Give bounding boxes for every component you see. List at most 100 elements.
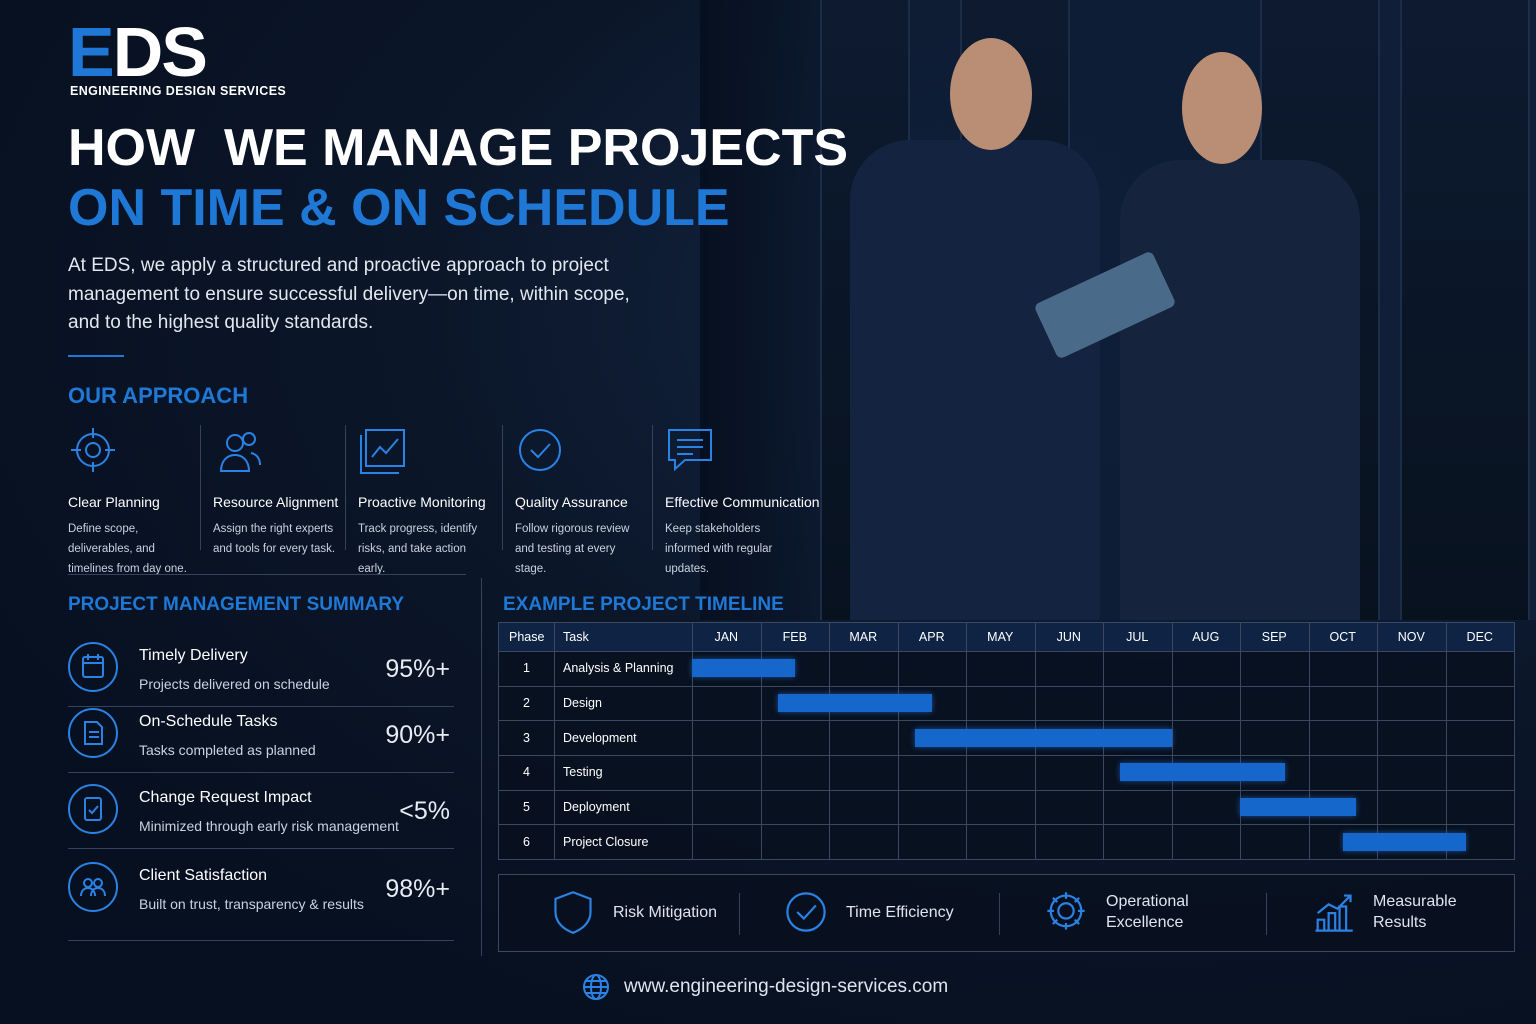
phase-number: 5 (523, 799, 530, 814)
globe-icon (583, 974, 609, 1000)
separator (68, 772, 454, 773)
gantt-bar (777, 694, 932, 712)
icon (68, 642, 118, 692)
grid-line (499, 755, 1514, 756)
task-name: Project Closure (563, 834, 649, 849)
month-label: OCT (1329, 630, 1356, 644)
grid-line (554, 623, 555, 859)
separator (200, 425, 201, 550)
icon (71, 428, 115, 472)
benefit-item: Measurable Results (1311, 889, 1503, 935)
separator (481, 578, 482, 956)
subtitle: ON TIME & ON SCHEDULE (68, 179, 730, 237)
month-label: FEB (782, 630, 807, 644)
grid-line (499, 789, 1514, 791)
header-bg (499, 623, 1514, 651)
section-heading: EXAMPLE PROJECT TIMELINE (503, 594, 784, 615)
benefits-bar: Risk Mitigation Time Efficiency Operationa… (498, 874, 1515, 952)
icon (519, 429, 561, 471)
separator (652, 425, 653, 550)
icon (554, 891, 592, 934)
summary-title: Timely Delivery (139, 647, 248, 664)
summary-value: 98%+ (385, 875, 450, 903)
summary-text: Projects delivered on schedule (139, 676, 330, 692)
person (850, 140, 1100, 620)
approach-title: Clear Planning (68, 494, 160, 510)
summary-text: Built on trust, transparency & results (139, 896, 364, 912)
separator (68, 574, 466, 575)
approach-item: Resource Alignment Assign the right expe… (213, 425, 358, 555)
month-label: JAN (714, 630, 739, 644)
benefit-item: Time Efficiency (784, 889, 976, 935)
phase-number: 4 (523, 765, 530, 780)
icon (68, 862, 118, 912)
icon (68, 784, 118, 834)
logo: EDS (68, 12, 208, 92)
hero-photo (700, 0, 1536, 620)
grid-line (1377, 623, 1378, 859)
task-name: Deployment (563, 799, 630, 814)
logo-text: EDS (68, 13, 208, 91)
divider (68, 355, 124, 357)
grid-line (1171, 623, 1173, 859)
separator (68, 940, 454, 941)
task-name: Design (563, 695, 602, 710)
month-label: APR (918, 630, 945, 644)
grid-line (897, 623, 899, 859)
separator (1266, 893, 1267, 935)
icon (219, 432, 261, 472)
section-heading: PROJECT MANAGEMENT SUMMARY (68, 594, 405, 615)
gantt-bar (914, 728, 1172, 747)
summary-row: Timely Delivery Projects delivered on sch… (68, 640, 454, 714)
grid-line (692, 623, 693, 859)
month-label: DEC (1466, 630, 1493, 644)
approach-title: Proactive Monitoring (358, 494, 486, 510)
summary-row: Client Satisfaction Built on trust, trans… (68, 860, 454, 941)
separator (68, 848, 454, 849)
grid-line (829, 623, 830, 859)
benefit-label: Time Efficiency (846, 903, 954, 921)
summary-text: Tasks completed as planned (139, 742, 316, 758)
grid-line (1308, 623, 1310, 859)
phase-number: 3 (523, 730, 530, 745)
separator (502, 425, 503, 550)
approach-title: Quality Assurance (515, 494, 628, 510)
month-label: MAR (849, 630, 878, 644)
icon (1047, 892, 1085, 930)
summary-row: On-Schedule Tasks Tasks completed as plan… (68, 706, 454, 780)
benefit-label: Measurable Results (1373, 893, 1457, 931)
summary-text: Minimized through early risk management (139, 818, 399, 834)
title: HOW WE MANAGE PROJECTS (68, 119, 849, 177)
task-name: Analysis & Planning (563, 661, 674, 676)
separator (999, 893, 1000, 935)
benefit-item: Operational Excellence (1044, 889, 1236, 935)
gantt-bar (1240, 798, 1357, 816)
grid-line (499, 685, 1514, 687)
summary-value: 90%+ (385, 721, 450, 749)
phase-number: 1 (523, 661, 530, 676)
approach-item: Quality Assurance Follow rigorous review… (515, 425, 660, 575)
approach-text: Assign the right experts and tools for e… (213, 523, 336, 555)
month-label: JUL (1126, 630, 1149, 644)
benefit-label: Risk Mitigation (613, 903, 718, 921)
grid-line (499, 720, 1514, 722)
approach-title: Resource Alignment (213, 494, 339, 510)
icon (360, 429, 405, 474)
icon (68, 708, 118, 758)
summary-row: Change Request Impact Minimized through e… (68, 782, 454, 856)
month-label: NOV (1397, 630, 1425, 644)
summary-value: 95%+ (385, 655, 450, 683)
grid-line (1445, 623, 1447, 859)
gantt-bar (1120, 763, 1285, 782)
benefit-item: Risk Mitigation (551, 889, 743, 935)
intro: At EDS, we apply a structured and proact… (68, 255, 630, 333)
phase-number: 6 (523, 834, 530, 849)
month-label: SEP (1261, 630, 1287, 644)
separator (68, 706, 454, 707)
icon (786, 892, 826, 932)
separator (345, 425, 346, 550)
task-name: Testing (563, 765, 603, 780)
phase-number: 2 (523, 695, 530, 710)
task-name: Development (563, 730, 637, 745)
